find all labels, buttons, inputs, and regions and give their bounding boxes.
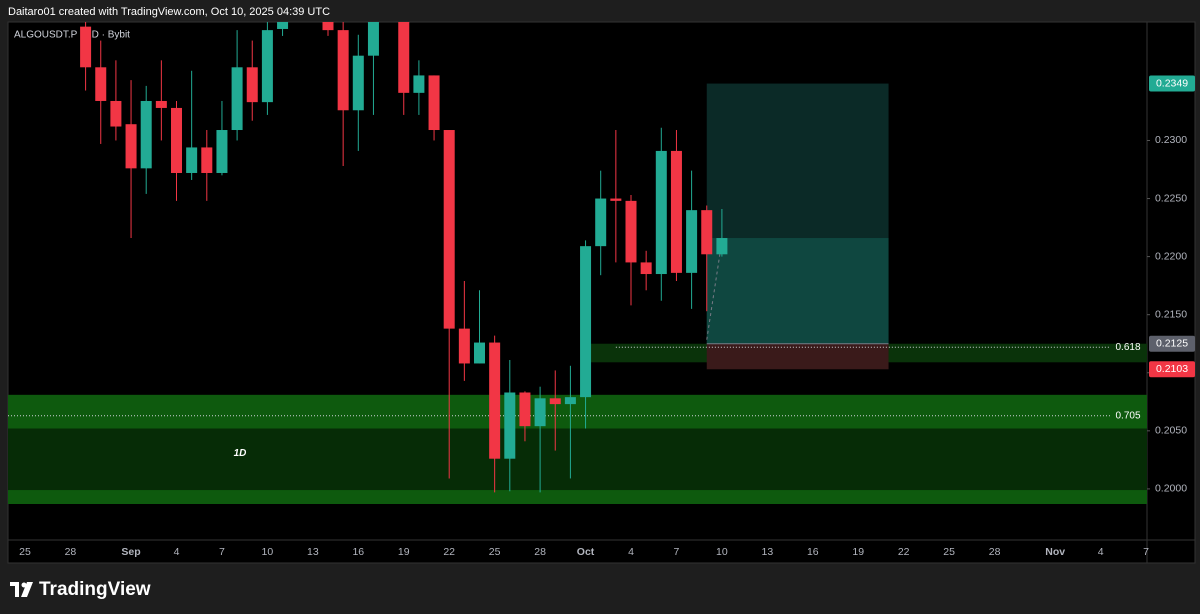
x-tick-label: 7 xyxy=(1143,546,1149,558)
candle-body xyxy=(337,30,349,111)
price-label-bg xyxy=(1149,361,1195,378)
candle-body xyxy=(610,198,622,201)
candle-body xyxy=(474,342,485,364)
y-tick-label: 0.2200 xyxy=(1155,250,1187,262)
candle-body xyxy=(701,210,713,255)
candle-body xyxy=(186,147,198,173)
candle-body xyxy=(504,392,516,459)
y-tick-label: 0.2000 xyxy=(1155,483,1187,495)
price-label-bg xyxy=(1149,335,1195,352)
price-label: 0.2349 xyxy=(1156,77,1188,89)
x-tick-label: 4 xyxy=(1098,546,1104,558)
x-tick-label: Oct xyxy=(577,546,595,558)
candle-body xyxy=(246,67,258,103)
candle-body xyxy=(352,55,364,111)
x-tick-label: 25 xyxy=(489,546,501,558)
candle-body xyxy=(595,198,607,247)
x-tick-label: 22 xyxy=(443,546,455,558)
x-tick-label: 25 xyxy=(19,546,31,558)
candle-body xyxy=(110,100,122,127)
x-tick-label: 16 xyxy=(807,546,819,558)
candle-body xyxy=(534,398,546,427)
price-label: 0.2125 xyxy=(1156,337,1188,349)
candle-body xyxy=(686,210,698,273)
candle-body xyxy=(413,75,425,93)
candle-body xyxy=(549,398,561,405)
x-tick-label: 28 xyxy=(65,546,77,558)
x-tick-label: 13 xyxy=(307,546,319,558)
candle-body xyxy=(80,26,92,68)
candle-body xyxy=(564,397,576,405)
x-tick-label: Nov xyxy=(1045,546,1065,558)
price-label-bg xyxy=(1149,75,1195,92)
candle-body xyxy=(458,328,470,364)
x-tick-label: 22 xyxy=(898,546,910,558)
zone-core xyxy=(8,428,1147,491)
candle-body xyxy=(716,238,728,255)
x-tick-label: Sep xyxy=(121,546,140,558)
candle-body xyxy=(125,124,137,169)
x-tick-label: 28 xyxy=(989,546,1001,558)
tv-logo xyxy=(10,582,33,597)
candle-body xyxy=(519,392,531,427)
fib-label: 0.618 xyxy=(1115,342,1140,353)
candle-body xyxy=(201,147,213,173)
x-tick-label: 4 xyxy=(174,546,180,558)
candle-body xyxy=(670,150,682,273)
trade-path xyxy=(706,253,721,340)
candle-body xyxy=(640,262,652,275)
zone-label: 1D xyxy=(234,448,247,459)
x-tick-label: 25 xyxy=(943,546,955,558)
candle-body xyxy=(155,100,167,108)
y-tick-label: 0.2300 xyxy=(1155,134,1187,146)
candle-body xyxy=(95,67,107,101)
x-tick-label: 13 xyxy=(762,546,774,558)
candle-body xyxy=(277,22,289,29)
axes: 0.20000.20500.21000.21500.22000.22500.23… xyxy=(19,75,1195,558)
candle-body xyxy=(655,150,667,275)
candle-body xyxy=(428,75,440,131)
x-tick-label: 7 xyxy=(674,546,680,558)
y-tick-label: 0.2050 xyxy=(1155,425,1187,437)
x-tick-label: 28 xyxy=(534,546,546,558)
candle-body xyxy=(322,22,334,31)
candle-body xyxy=(580,246,592,398)
footer-brand: TradingView xyxy=(39,579,151,600)
x-tick-label: 19 xyxy=(398,546,410,558)
candle-body xyxy=(231,67,243,131)
x-tick-label: 10 xyxy=(262,546,274,558)
candle-body xyxy=(140,100,152,169)
candle-body xyxy=(216,130,228,173)
candle-body xyxy=(625,200,637,263)
symbol: ALGOUSDT.P · 1D · Bybit xyxy=(14,30,130,41)
candle-body xyxy=(261,30,273,103)
candle-body xyxy=(398,22,410,93)
y-tick-label: 0.2150 xyxy=(1155,308,1187,320)
candle-body xyxy=(443,130,455,329)
x-tick-label: 16 xyxy=(352,546,364,558)
stop-zone xyxy=(706,343,889,370)
x-tick-label: 7 xyxy=(219,546,225,558)
fib-label: 0.705 xyxy=(1115,410,1140,421)
candle-body xyxy=(171,107,182,173)
x-tick-label: 4 xyxy=(628,546,634,558)
candle-body xyxy=(489,342,501,459)
header: Daitaro01 created with TradingView.com, … xyxy=(8,6,330,18)
x-tick-label: 10 xyxy=(716,546,728,558)
price-label: 0.2103 xyxy=(1156,363,1188,375)
open-profit xyxy=(706,238,889,344)
x-tick-label: 19 xyxy=(852,546,864,558)
candle-body xyxy=(367,22,379,56)
y-tick-label: 0.2250 xyxy=(1155,192,1187,204)
